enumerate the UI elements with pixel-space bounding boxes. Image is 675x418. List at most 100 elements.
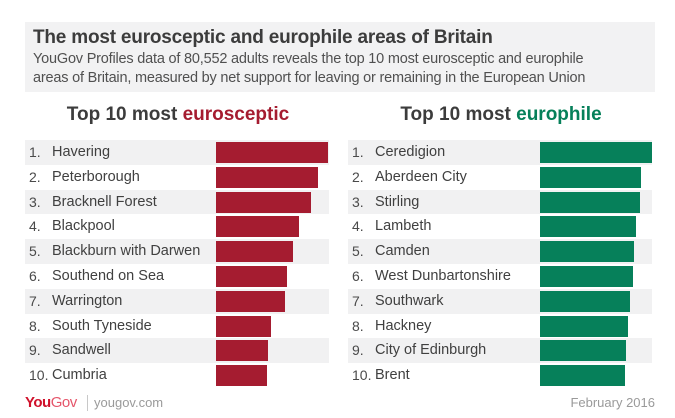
panel-title-accent: europhile [516,104,602,125]
eurosceptic-row: 3. Bracknell Forest [25,189,329,215]
rank-number: 8. [352,317,364,334]
eurosceptic-bar [216,142,328,163]
eurosceptic-panel: Top 10 most eurosceptic 1. Havering 2. Pete… [25,100,331,387]
area-name: Bracknell Forest [52,193,157,210]
rank-number: 3. [29,193,41,210]
eurosceptic-bar [216,216,299,238]
area-name: Havering [52,144,111,160]
eurosceptic-bar [216,290,285,312]
area-name: Brent [375,367,410,384]
eurosceptic-row: 6. Southend on Sea [25,264,329,289]
eurosceptic-row: 2. Peterborough [25,165,329,190]
panel-title-prefix: Top 10 most [400,104,517,125]
panel-title-accent: eurosceptic [182,104,290,125]
eurosceptic-bar [216,191,311,213]
eurosceptic-bar [216,340,268,362]
area-name: Cumbria [52,367,107,384]
area-name: Camden [375,243,430,260]
area-name: Stirling [375,193,420,210]
europhile-list: 1. Ceredigion 2. Aberdeen City 3. Stirling 4. L… [348,140,654,388]
rank-number: 4. [352,218,364,235]
europhile-row: 5. Camden [348,239,652,264]
chart-header: The most eurosceptic and europhile areas… [25,22,655,92]
panel-title-prefix: Top 10 most [66,104,183,125]
area-name: Peterborough [52,168,140,185]
area-name: Blackburn with Darwen [52,243,201,260]
eurosceptic-row: 8. South Tyneside [25,314,329,339]
rank-number: 9. [29,342,41,359]
eurosceptic-row: 10. Cumbria [25,363,329,388]
europhile-row: 10. Brent [348,363,652,388]
eurosceptic-bar [216,365,267,387]
eurosceptic-panel-title: Top 10 most eurosceptic [25,100,331,140]
europhile-row: 6. West Dunbartonshire [348,264,652,289]
rank-number: 6. [352,267,364,284]
publication-date: February 2016 [570,395,655,410]
area-name: Blackpool [52,218,115,235]
rank-number: 5. [29,243,41,260]
chart-title: The most eurosceptic and europhile areas… [33,27,493,48]
europhile-bar [540,142,652,163]
area-name: Lambeth [375,218,432,235]
chart-subtitle-line-1: YouGov Profiles data of 80,552 adults re… [33,51,584,67]
rank-number: 7. [29,292,41,309]
rank-number: 1. [29,144,41,160]
area-name: Southwark [375,292,444,309]
area-name: Ceredigion [375,144,446,160]
area-name: City of Edinburgh [375,342,487,359]
rank-number: 5. [352,243,364,260]
logo-gov: Gov [50,394,78,411]
rank-number: 9. [352,342,364,359]
europhile-row: 9. City of Edinburgh [348,338,652,364]
europhile-bar [540,216,636,238]
eurosceptic-bar [216,241,293,263]
area-name: West Dunbartonshire [375,267,511,284]
eurosceptic-bar [216,166,318,188]
rank-number: 2. [29,168,41,185]
area-name: Warrington [52,292,123,309]
rank-number: 7. [352,292,364,309]
europhile-bar [540,365,625,387]
eurosceptic-row: 4. Blackpool [25,214,329,239]
europhile-row: 8. Hackney [348,314,652,339]
rank-number: 2. [352,168,364,185]
chart-subtitle-line-2: areas of Britain, measured by net suppor… [33,70,586,86]
logo-you: You [25,394,51,411]
europhile-row: 1. Ceredigion [348,140,652,165]
europhile-panel-title: Top 10 most europhile [348,100,654,140]
rank-number: 10. [29,367,49,384]
eurosceptic-bar [216,265,287,287]
europhile-row: 3. Stirling [348,189,652,215]
rank-number: 3. [352,193,364,210]
rank-number: 10. [352,367,372,384]
europhile-bar [540,290,630,312]
europhile-row: 4. Lambeth [348,214,652,239]
eurosceptic-row: 7. Warrington [25,288,329,314]
site-link[interactable]: yougov.com [94,395,164,410]
area-name: South Tyneside [52,317,152,334]
europhile-bar [540,241,634,263]
eurosceptic-row: 5. Blackburn with Darwen [25,239,329,264]
europhile-bar [540,340,626,362]
europhile-row: 7. Southwark [348,288,652,314]
eurosceptic-row: 1. Havering [25,140,329,165]
eurosceptic-list: 1. Havering 2. Peterborough 3. Bracknell Fore… [25,140,331,388]
area-name: Hackney [375,317,432,334]
europhile-row: 2. Aberdeen City [348,165,652,190]
rank-number: 6. [29,267,41,284]
europhile-panel: Top 10 most europhile 1. Ceredigion 2. Aber… [348,100,654,387]
area-name: Southend on Sea [52,267,165,284]
rank-number: 4. [29,218,41,235]
rank-number: 1. [352,144,364,160]
europhile-bar [540,315,628,337]
europhile-bar [540,265,633,287]
area-name: Aberdeen City [375,168,467,185]
area-name: Sandwell [52,342,111,359]
rank-number: 8. [29,317,41,334]
europhile-bar [540,191,640,213]
yougov-logo: YouGov [25,394,77,411]
eurosceptic-row: 9. Sandwell [25,338,329,364]
footer: YouGov yougov.com February 2016 [25,393,655,413]
eurosceptic-bar [216,315,271,337]
footer-divider [87,395,88,411]
